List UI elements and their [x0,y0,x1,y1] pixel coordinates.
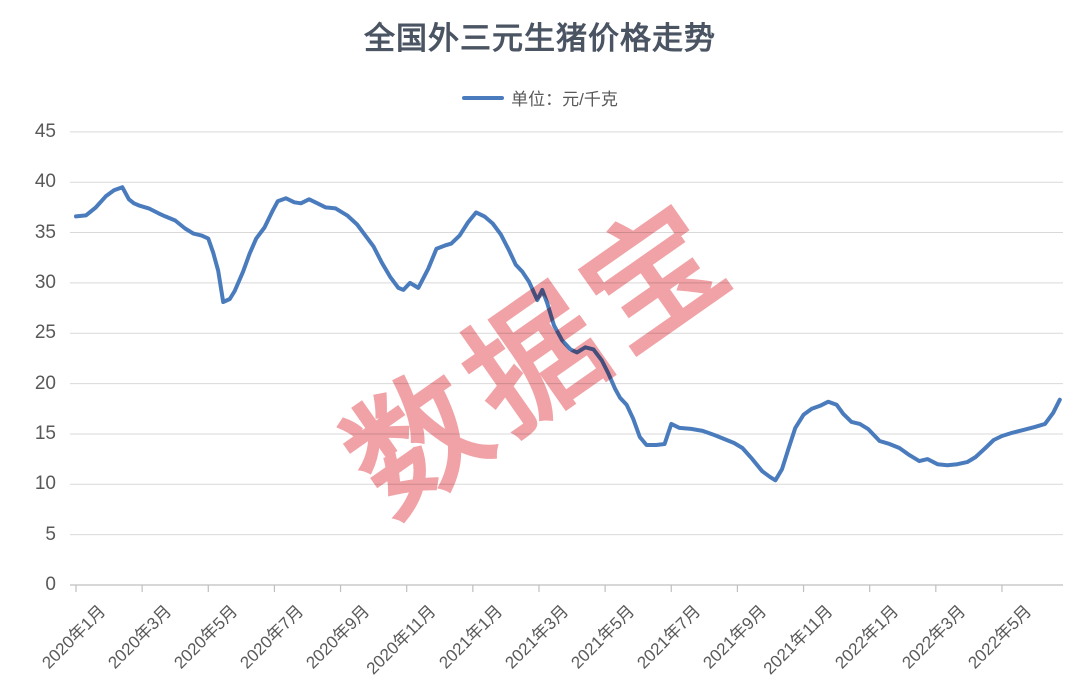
y-tick-label: 10 [34,473,56,495]
y-tick-label: 35 [34,221,56,243]
y-tick-label: 20 [34,372,56,394]
y-tick-label: 5 [45,523,56,545]
y-tick-label: 0 [45,574,56,595]
y-tick-label: 30 [34,271,56,293]
price-line [74,185,1062,483]
y-tick-label: 25 [34,322,56,344]
y-tick-label: 15 [34,422,56,444]
legend: 单位：元/千克 [0,85,1080,110]
chart-title: 全国外三元生猪价格走势 [364,21,716,56]
y-tick-label: 40 [34,171,56,193]
y-tick-label: 45 [34,120,56,142]
legend-label: 单位：元/千克 [511,90,618,109]
legend-line-swatch [462,95,505,100]
